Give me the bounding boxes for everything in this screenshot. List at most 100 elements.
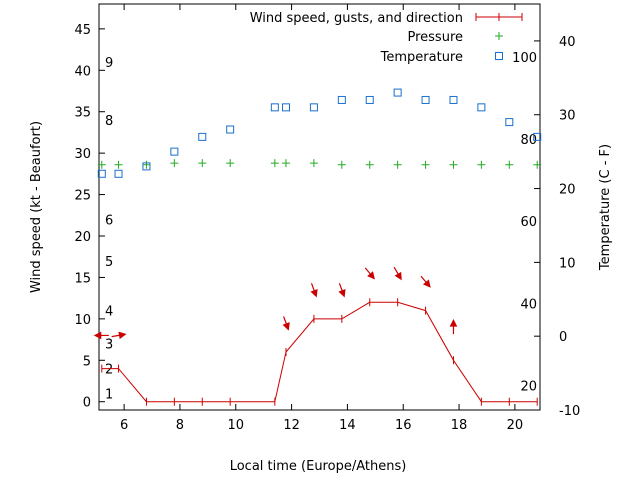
y-tick-label: 40 (74, 64, 91, 79)
wind-direction-arrow (111, 331, 127, 340)
legend-swatch-temperature (495, 52, 503, 60)
pressure-point (114, 160, 123, 169)
wind-arrow-head (310, 289, 318, 298)
x-tick-label: 8 (176, 418, 184, 433)
legend: Wind speed, gusts, and direction Pressur… (250, 11, 523, 65)
wind-direction-arrow (93, 331, 109, 340)
y-tick-label: 5 (83, 354, 91, 369)
temperature-point (309, 103, 318, 112)
temperature-point (226, 125, 235, 134)
plot-frame (98, 3, 541, 411)
pressure-point (365, 160, 374, 169)
wind-direction-arrow (449, 319, 458, 335)
beaufort-label: 6 (105, 213, 113, 228)
temperature-point (477, 103, 486, 112)
beaufort-label: 4 (105, 305, 113, 320)
pressure-point (393, 160, 402, 169)
pressure-point (270, 159, 279, 168)
wind-direction-arrow (310, 283, 318, 298)
fahrenheit-label: 100 (512, 51, 537, 66)
pressure-point (477, 160, 486, 169)
y2-tick-label: 20 (559, 183, 576, 198)
temperature-point (170, 147, 179, 156)
temperature-point (270, 103, 279, 112)
fahrenheit-label: 60 (520, 215, 537, 230)
temperature-point (505, 118, 514, 127)
temperature-point (114, 169, 123, 178)
temperature-point (142, 162, 151, 171)
wind-direction-arrow (364, 267, 375, 280)
x-tick-label: 20 (507, 418, 524, 433)
y2-tick-label: -10 (559, 404, 580, 419)
x-axis-label: Local time (Europe/Athens) (230, 459, 407, 474)
pressure-point (198, 159, 207, 168)
x-tick-label: 10 (227, 418, 244, 433)
beaufort-label: 8 (105, 114, 113, 129)
pressure-point (142, 160, 151, 169)
wind-direction-arrow (338, 283, 346, 298)
y2-tick-label: 0 (559, 330, 567, 345)
temperature-point (337, 95, 346, 104)
legend-label-temperature: Temperature (380, 50, 463, 65)
y2-tick-label: 10 (559, 256, 576, 271)
temperature-point (282, 103, 291, 112)
x-tick-label: 12 (283, 418, 300, 433)
wind-arrow-head (118, 331, 127, 340)
wind-arrow-head (449, 319, 458, 327)
temperature-point (533, 132, 542, 141)
beaufort-label: 1 (105, 387, 113, 402)
temperature-point (365, 95, 374, 104)
wind-direction-arrow (420, 275, 431, 288)
wind-arrow-head (338, 289, 346, 298)
x-tick-label: 6 (120, 418, 128, 433)
wind-speed-line (101, 301, 538, 403)
y2-tick-label: 30 (559, 109, 576, 124)
beaufort-label: 2 (105, 363, 113, 378)
y-axis-label: Wind speed (kt - Beaufort) (29, 121, 44, 293)
fahrenheit-label: 20 (520, 380, 537, 395)
y-tick-label: 35 (74, 106, 91, 121)
y-tick-label: 25 (74, 189, 91, 204)
temperature-point (97, 169, 106, 178)
beaufort-label: 9 (105, 56, 113, 71)
pressure-point (533, 160, 542, 169)
y2-tick-label: 40 (559, 35, 576, 50)
legend-swatch-pressure (495, 32, 503, 40)
temperature-point (198, 132, 207, 141)
x-tick-label: 16 (395, 418, 412, 433)
pressure-point (170, 159, 179, 168)
wind-arrow-head (367, 271, 375, 280)
y-tick-label: 0 (83, 396, 91, 411)
pressure-point (97, 160, 106, 169)
wind-arrow-head (394, 271, 402, 281)
wind-arrow-head (282, 322, 290, 331)
pressure-point (309, 159, 318, 168)
legend-label-wind: Wind speed, gusts, and direction (250, 11, 463, 26)
x-tick-label: 14 (339, 418, 356, 433)
y2-axis-label: Temperature (C - F) (598, 144, 613, 271)
wind-direction-arrow (393, 266, 402, 281)
fahrenheit-label: 40 (520, 298, 537, 313)
temperature-point (421, 95, 430, 104)
wind-arrow-head (422, 279, 431, 288)
pressure-point (505, 160, 514, 169)
pressure-point (337, 160, 346, 169)
x-tick-label: 18 (451, 418, 468, 433)
wind-direction-arrow (282, 316, 290, 331)
temperature-point (393, 88, 402, 97)
y-tick-label: 45 (74, 23, 91, 38)
legend-swatch-wind (475, 13, 523, 21)
pressure-point (226, 159, 235, 168)
wind-arrow-head (93, 331, 102, 340)
temperature-point (449, 95, 458, 104)
fahrenheit-label: 80 (520, 133, 537, 148)
beaufort-label: 5 (105, 255, 113, 270)
y-tick-label: 10 (74, 313, 91, 328)
legend-label-pressure: Pressure (407, 30, 463, 45)
y-tick-label: 20 (74, 230, 91, 245)
pressure-point (282, 159, 291, 168)
y-tick-label: 15 (74, 271, 91, 286)
beaufort-label: 3 (105, 338, 113, 353)
y-tick-label: 30 (74, 147, 91, 162)
